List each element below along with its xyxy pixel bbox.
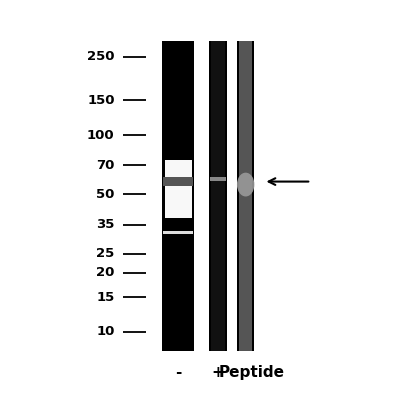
Text: 25: 25 [96,247,114,260]
Text: 10: 10 [96,325,114,338]
Ellipse shape [237,173,254,196]
Text: 100: 100 [87,128,114,142]
Bar [192,41,194,351]
Bar [163,177,193,186]
Bar [163,160,193,218]
Bar [210,41,226,351]
Text: 150: 150 [87,94,114,107]
Text: 20: 20 [96,266,114,279]
Bar [252,41,254,351]
Text: 250: 250 [87,50,114,63]
Bar [237,41,239,351]
Text: Peptide: Peptide [219,365,285,380]
Text: +: + [212,365,224,380]
Bar [210,177,226,181]
Text: 35: 35 [96,218,114,231]
Text: 70: 70 [96,159,114,172]
Bar [225,41,227,351]
Bar [162,41,164,351]
Bar [163,41,193,351]
Text: -: - [175,365,181,380]
Bar [209,41,211,351]
Text: 50: 50 [96,188,114,201]
Text: 15: 15 [96,291,114,304]
Bar [163,231,193,234]
Bar [238,41,253,351]
